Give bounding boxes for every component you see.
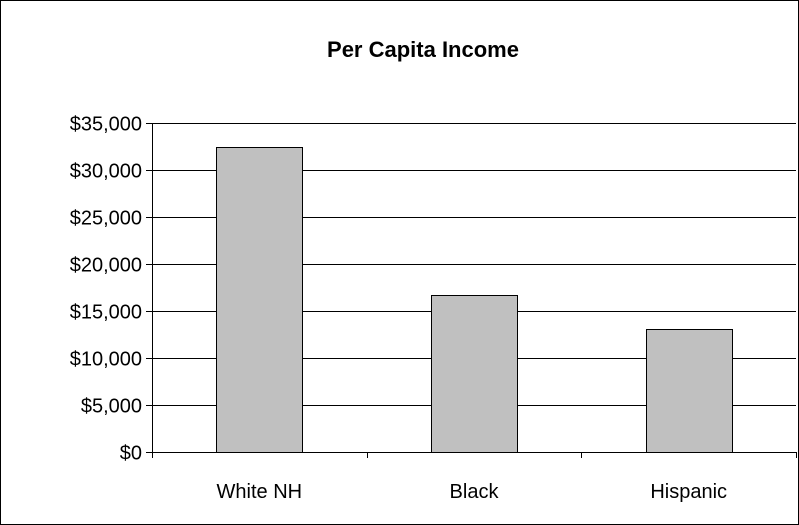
axes [146,123,797,458]
y-tick-label: $25,000 [70,208,142,230]
chart-title: Per Capita Income [327,37,519,62]
y-tick-label: $30,000 [70,161,142,183]
y-tick-label: $15,000 [70,302,142,324]
bar-hispanic [646,329,733,453]
y-tick-label: $20,000 [70,255,142,277]
x-tick-label: Hispanic [650,481,727,503]
y-tick-label: $10,000 [70,349,142,371]
x-tick-label: Black [450,481,500,503]
x-tick-label: White NH [217,481,303,503]
y-axis-tick-labels: $0 $5,000 $10,000 $15,000 $20,000 $25,000 $30,… [70,114,142,465]
y-tick-label: $35,000 [70,114,142,136]
bar-black [431,295,518,453]
x-axis-tick-labels: White NH Black Hispanic [217,481,727,503]
y-tick-label: $0 [120,443,142,465]
bars [216,147,733,453]
bar-white-nh [216,147,303,453]
y-tick-label: $5,000 [81,396,142,418]
